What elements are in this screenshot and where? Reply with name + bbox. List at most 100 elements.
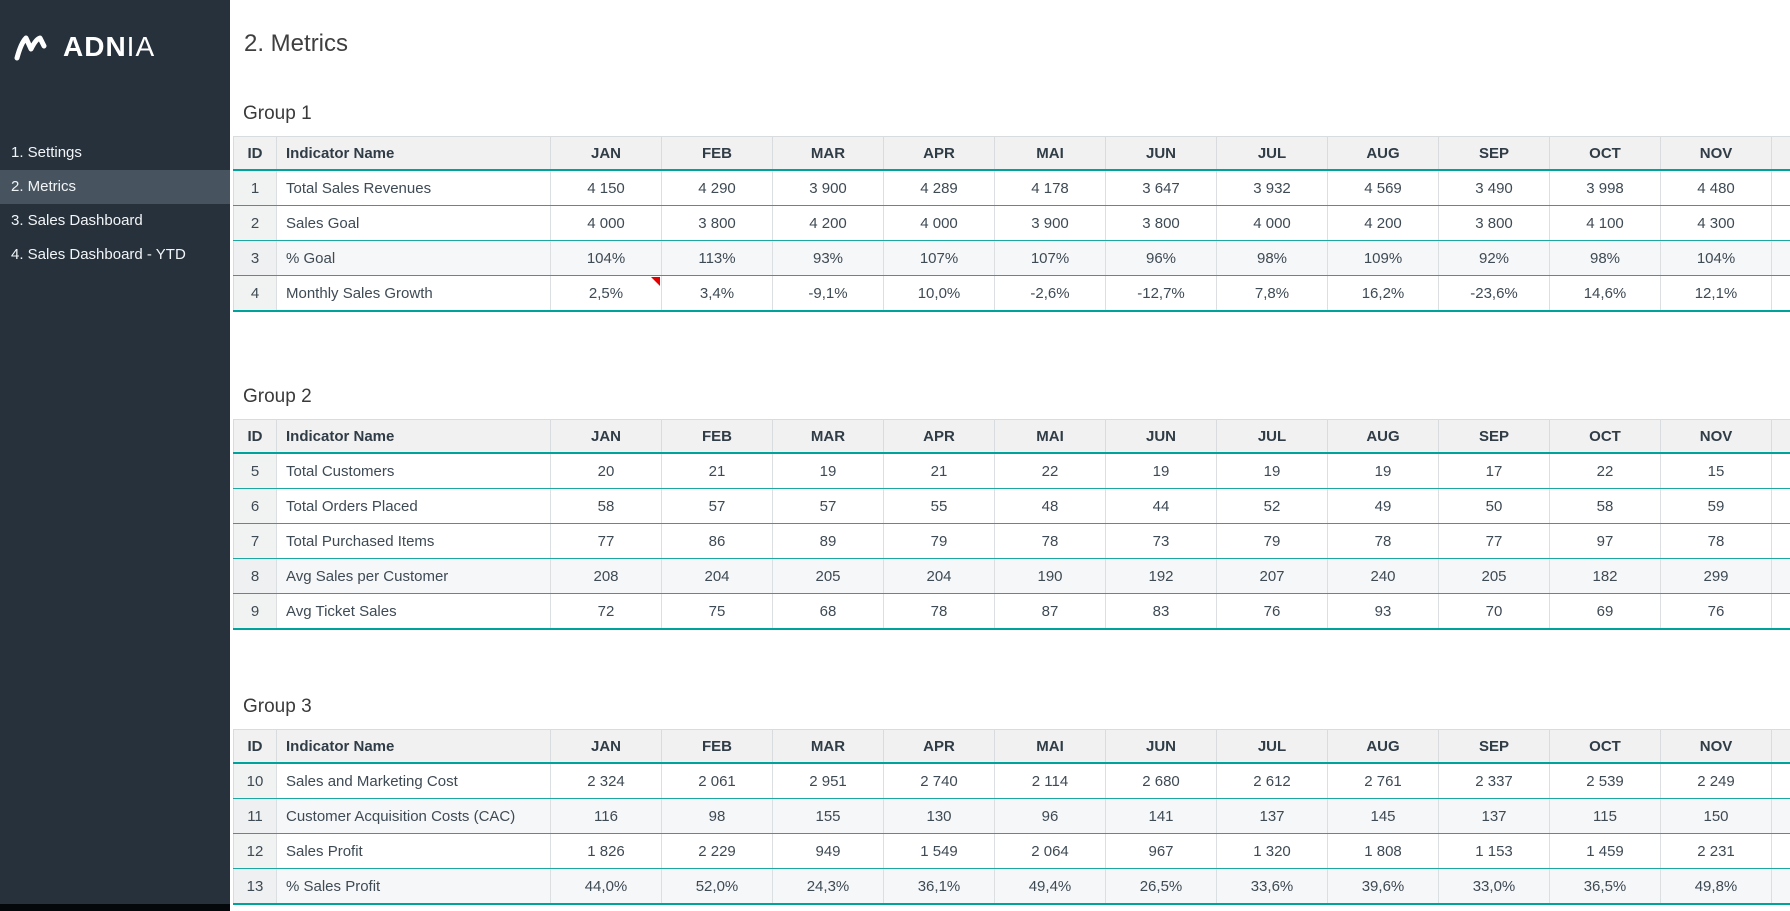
column-header-jan[interactable]: JAN xyxy=(550,729,662,764)
value-cell-jul[interactable]: 98% xyxy=(1216,240,1328,276)
value-cell-sep[interactable]: -23,6% xyxy=(1438,275,1550,312)
value-cell-oct[interactable]: 98% xyxy=(1549,240,1661,276)
value-cell-feb[interactable]: 3,4% xyxy=(661,275,773,312)
value-cell-sep[interactable]: 77 xyxy=(1438,523,1550,559)
indicator-name-cell[interactable]: Total Customers xyxy=(276,453,551,489)
value-cell-feb[interactable]: 204 xyxy=(661,558,773,594)
column-header-nov[interactable]: NOV xyxy=(1660,419,1772,454)
value-cell-apr[interactable]: 4 000 xyxy=(883,205,995,241)
indicator-name-cell[interactable]: Total Orders Placed xyxy=(276,488,551,524)
indicator-name-cell[interactable]: % Sales Profit xyxy=(276,868,551,905)
value-cell-feb[interactable]: 98 xyxy=(661,798,773,834)
value-cell-oct[interactable]: 22 xyxy=(1549,453,1661,489)
value-cell-sep[interactable]: 205 xyxy=(1438,558,1550,594)
value-cell-oct[interactable]: 4 100 xyxy=(1549,205,1661,241)
indicator-name-cell[interactable]: % Goal xyxy=(276,240,551,276)
column-header-feb[interactable]: FEB xyxy=(661,136,773,171)
value-cell-sep[interactable]: 1 153 xyxy=(1438,833,1550,869)
row-id-cell[interactable]: 8 xyxy=(233,558,277,594)
sidebar-item-sales-dashboard[interactable]: 3. Sales Dashboard xyxy=(11,212,143,229)
indicator-name-cell[interactable]: Monthly Sales Growth xyxy=(276,275,551,312)
row-id-cell[interactable]: 13 xyxy=(233,868,277,905)
value-cell-nov[interactable]: 49,8% xyxy=(1660,868,1772,905)
row-id-cell[interactable]: 12 xyxy=(233,833,277,869)
value-cell-sep[interactable]: 17 xyxy=(1438,453,1550,489)
value-cell-jan[interactable]: 77 xyxy=(550,523,662,559)
indicator-name-cell[interactable]: Avg Ticket Sales xyxy=(276,593,551,630)
indicator-name-cell[interactable]: Total Purchased Items xyxy=(276,523,551,559)
indicator-name-cell[interactable]: Avg Sales per Customer xyxy=(276,558,551,594)
value-cell-oct[interactable]: 14,6% xyxy=(1549,275,1661,312)
value-cell-feb[interactable]: 52,0% xyxy=(661,868,773,905)
value-cell-aug[interactable]: 78 xyxy=(1327,523,1439,559)
column-header-jul[interactable]: JUL xyxy=(1216,729,1328,764)
value-cell-feb[interactable]: 2 061 xyxy=(661,763,773,799)
column-header-oct[interactable]: OCT xyxy=(1549,419,1661,454)
value-cell-jan[interactable]: 2 324 xyxy=(550,763,662,799)
value-cell-aug[interactable]: 2 761 xyxy=(1327,763,1439,799)
value-cell-mai[interactable]: 49,4% xyxy=(994,868,1106,905)
column-header-sep[interactable]: SEP xyxy=(1438,136,1550,171)
value-cell-jun[interactable]: 26,5% xyxy=(1105,868,1217,905)
value-cell-jan[interactable]: 2,5% xyxy=(550,275,662,312)
value-cell-jan[interactable]: 44,0% xyxy=(550,868,662,905)
value-cell-nov[interactable]: 4 300 xyxy=(1660,205,1772,241)
value-cell-jul[interactable]: 79 xyxy=(1216,523,1328,559)
sidebar-item-metrics[interactable]: 2. Metrics xyxy=(0,170,230,204)
value-cell-apr[interactable]: 21 xyxy=(883,453,995,489)
value-cell-mar[interactable]: 19 xyxy=(772,453,884,489)
column-header-indicator-name[interactable]: Indicator Name xyxy=(276,729,551,764)
value-cell-jul[interactable]: 19 xyxy=(1216,453,1328,489)
value-cell-aug[interactable]: 19 xyxy=(1327,453,1439,489)
value-cell-jul[interactable]: 2 612 xyxy=(1216,763,1328,799)
column-header-mai[interactable]: MAI xyxy=(994,419,1106,454)
value-cell-mai[interactable]: 107% xyxy=(994,240,1106,276)
row-id-cell[interactable]: 2 xyxy=(233,205,277,241)
row-id-cell[interactable]: 9 xyxy=(233,593,277,630)
value-cell-jul[interactable]: 3 932 xyxy=(1216,170,1328,206)
value-cell-jun[interactable]: 73 xyxy=(1105,523,1217,559)
value-cell-jun[interactable]: 192 xyxy=(1105,558,1217,594)
column-header-aug[interactable]: AUG xyxy=(1327,729,1439,764)
value-cell-mai[interactable]: 78 xyxy=(994,523,1106,559)
value-cell-apr[interactable]: 55 xyxy=(883,488,995,524)
value-cell-mar[interactable]: 949 xyxy=(772,833,884,869)
value-cell-oct[interactable]: 2 539 xyxy=(1549,763,1661,799)
row-id-cell[interactable]: 10 xyxy=(233,763,277,799)
value-cell-mar[interactable]: 4 200 xyxy=(772,205,884,241)
value-cell-aug[interactable]: 93 xyxy=(1327,593,1439,630)
column-header-id[interactable]: ID xyxy=(233,136,277,171)
value-cell-oct[interactable]: 115 xyxy=(1549,798,1661,834)
value-cell-aug[interactable]: 39,6% xyxy=(1327,868,1439,905)
value-cell-mai[interactable]: 190 xyxy=(994,558,1106,594)
value-cell-jul[interactable]: 137 xyxy=(1216,798,1328,834)
column-header-jan[interactable]: JAN xyxy=(550,136,662,171)
value-cell-nov[interactable]: 2 231 xyxy=(1660,833,1772,869)
row-id-cell[interactable]: 5 xyxy=(233,453,277,489)
value-cell-mai[interactable]: 96 xyxy=(994,798,1106,834)
value-cell-jun[interactable]: 2 680 xyxy=(1105,763,1217,799)
value-cell-mai[interactable]: 2 064 xyxy=(994,833,1106,869)
value-cell-oct[interactable]: 182 xyxy=(1549,558,1661,594)
row-id-cell[interactable]: 6 xyxy=(233,488,277,524)
column-header-jul[interactable]: JUL xyxy=(1216,136,1328,171)
value-cell-jan[interactable]: 4 150 xyxy=(550,170,662,206)
value-cell-jul[interactable]: 76 xyxy=(1216,593,1328,630)
value-cell-feb[interactable]: 75 xyxy=(661,593,773,630)
column-header-nov[interactable]: NOV xyxy=(1660,729,1772,764)
value-cell-oct[interactable]: 3 998 xyxy=(1549,170,1661,206)
value-cell-oct[interactable]: 69 xyxy=(1549,593,1661,630)
value-cell-apr[interactable]: 10,0% xyxy=(883,275,995,312)
value-cell-jun[interactable]: 3 800 xyxy=(1105,205,1217,241)
value-cell-mai[interactable]: 4 178 xyxy=(994,170,1106,206)
value-cell-sep[interactable]: 3 490 xyxy=(1438,170,1550,206)
value-cell-oct[interactable]: 97 xyxy=(1549,523,1661,559)
value-cell-aug[interactable]: 240 xyxy=(1327,558,1439,594)
indicator-name-cell[interactable]: Sales Profit xyxy=(276,833,551,869)
column-header-sep[interactable]: SEP xyxy=(1438,419,1550,454)
value-cell-sep[interactable]: 50 xyxy=(1438,488,1550,524)
value-cell-jul[interactable]: 1 320 xyxy=(1216,833,1328,869)
value-cell-apr[interactable]: 79 xyxy=(883,523,995,559)
column-header-apr[interactable]: APR xyxy=(883,136,995,171)
value-cell-mar[interactable]: 24,3% xyxy=(772,868,884,905)
